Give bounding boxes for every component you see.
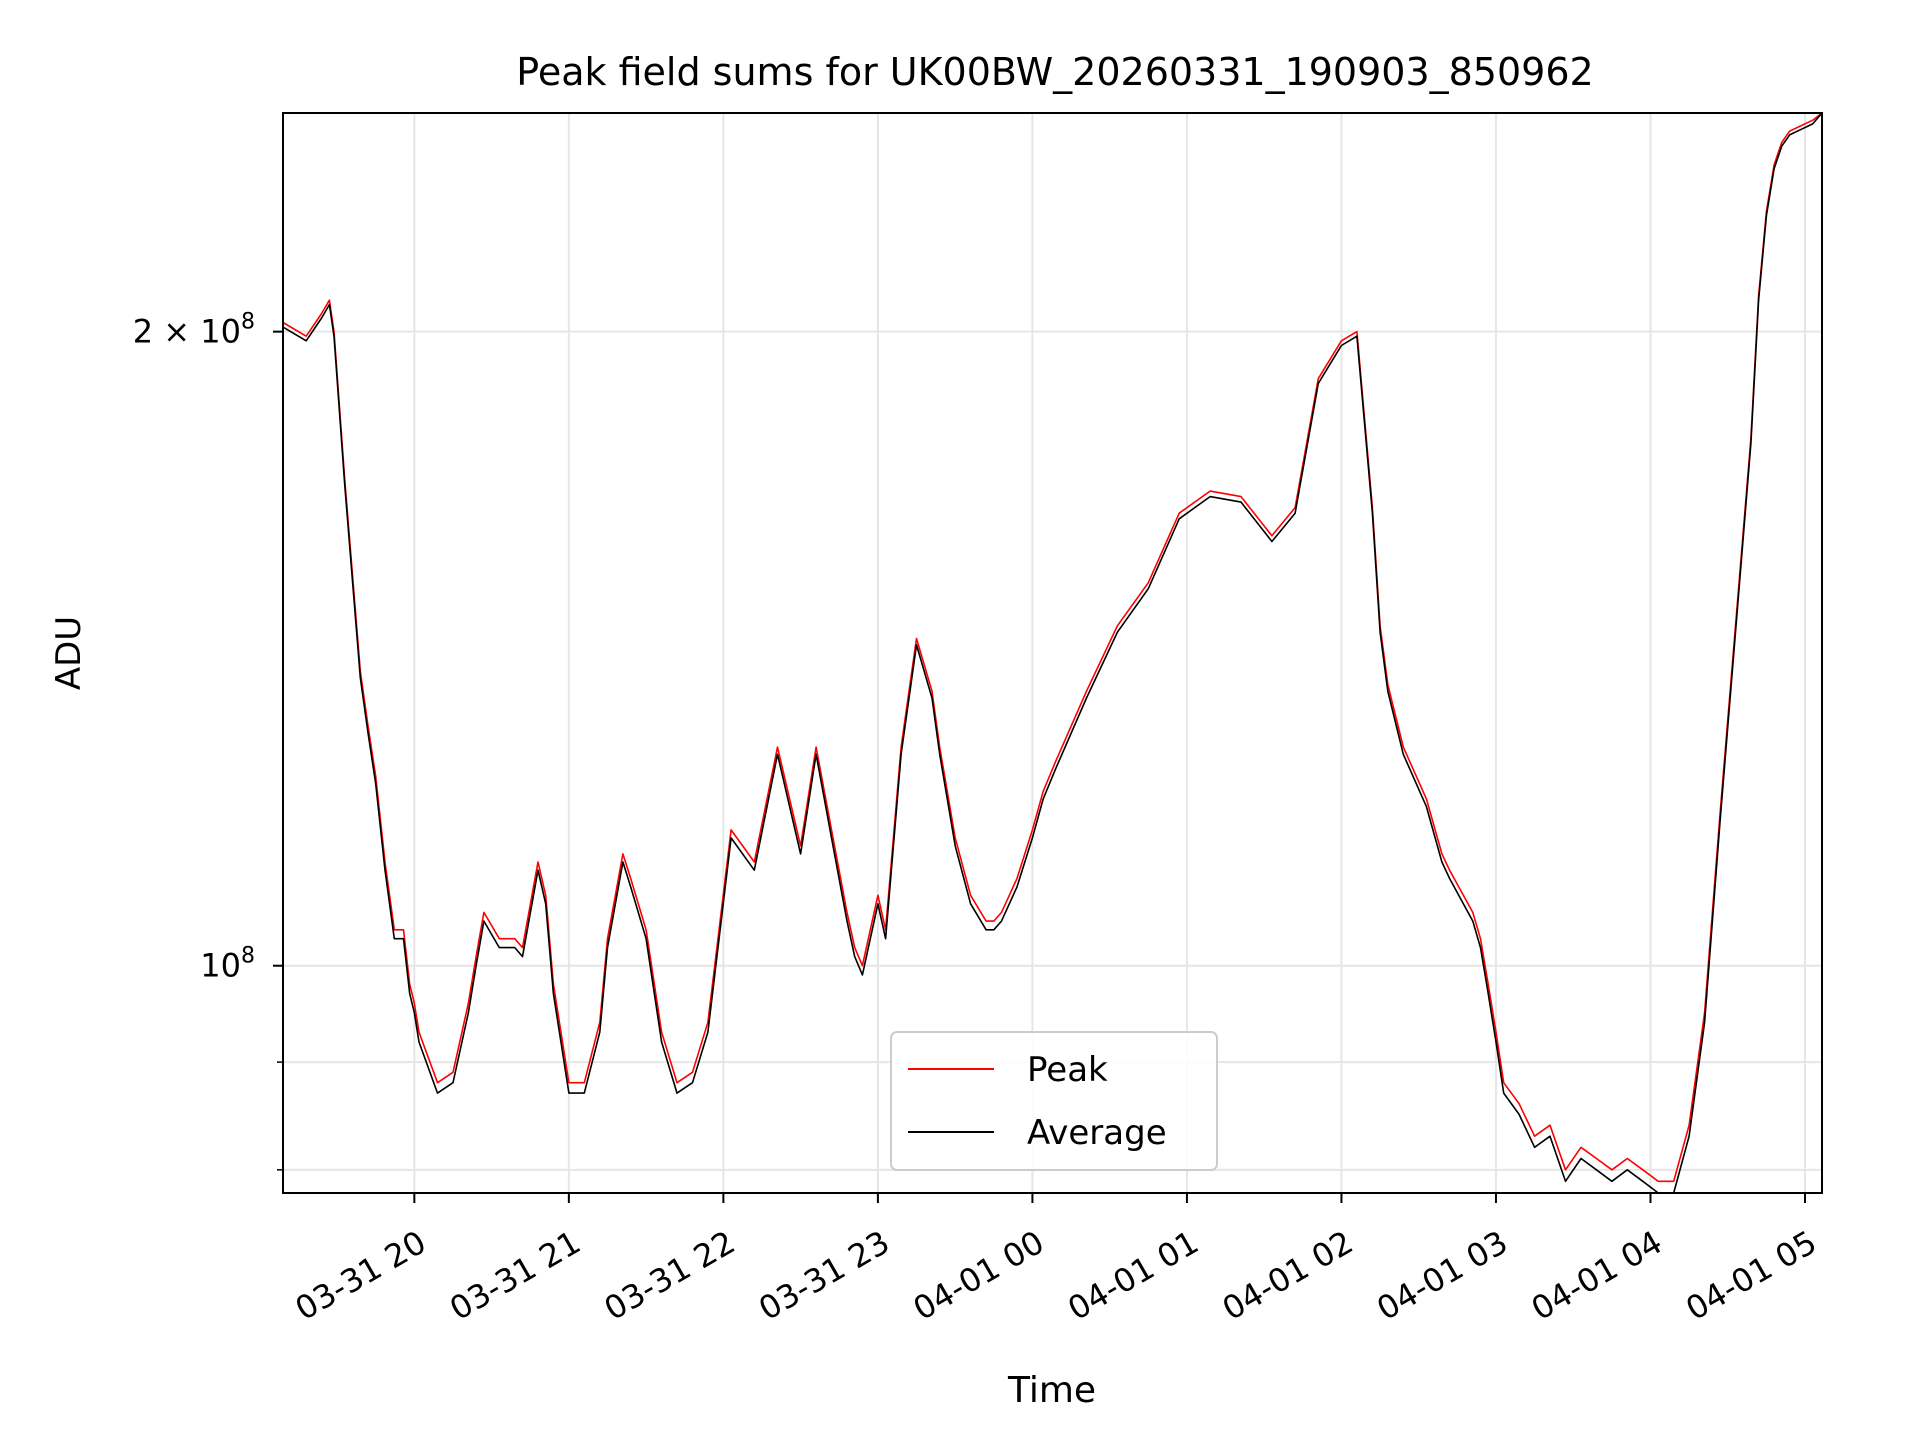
y-tick-label: 2 × 108 xyxy=(133,310,255,351)
series-group xyxy=(282,112,1823,1194)
series-line-average xyxy=(282,112,1823,1194)
plot-frame xyxy=(282,112,1823,1194)
series-line-peak xyxy=(282,112,1823,1183)
legend-label-average: Average xyxy=(1027,1113,1167,1153)
y-axis-label: ADU xyxy=(49,616,89,690)
chart-title: Peak field sums for UK00BW_20260331_1909… xyxy=(516,50,1593,94)
y-tick-label: 108 xyxy=(200,944,255,985)
legend-label-peak: Peak xyxy=(1027,1050,1108,1090)
legend-box xyxy=(890,1031,1218,1171)
x-axis-label: Time xyxy=(1007,1370,1096,1411)
legend: Peak Average xyxy=(890,1031,1218,1171)
